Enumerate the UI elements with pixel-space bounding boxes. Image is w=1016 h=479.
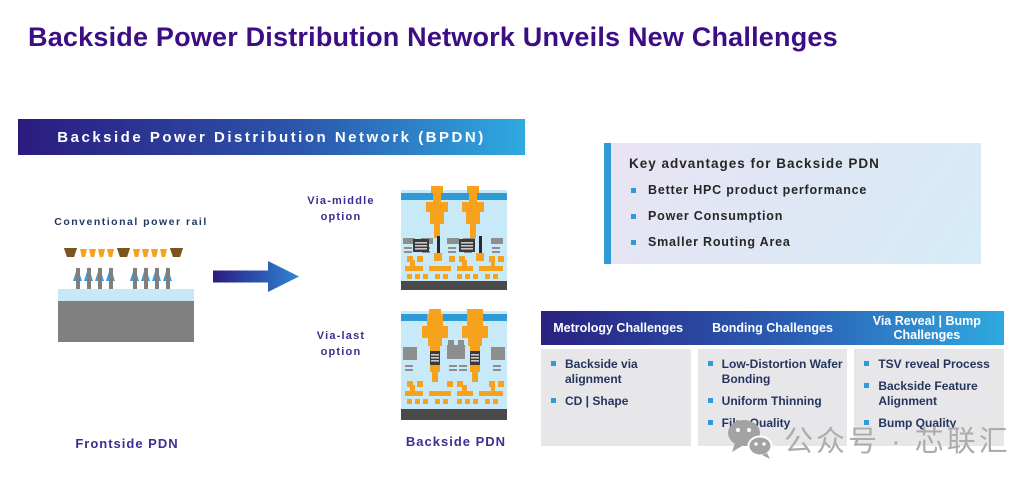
power-rail-icon: [63, 248, 78, 257]
table-item: Backside via alignment: [549, 357, 687, 387]
key-advantages-box: Key advantages for Backside PDN Better H…: [604, 143, 981, 264]
table-item: Uniform Thinning: [706, 394, 844, 409]
transistor-fin-icon: [84, 267, 93, 301]
transistor-fin-icon: [95, 267, 104, 301]
power-rail-icon: [116, 248, 131, 257]
wechat-icon: [728, 420, 773, 459]
via-last-option-label: Via-last option: [316, 330, 366, 358]
table-item-text: CD | Shape: [565, 394, 629, 408]
column-header-metrology: Metrology Challenges: [553, 320, 684, 335]
bullet-square-icon: [631, 188, 636, 193]
frontside-pdn-label: Frontside PDN: [75, 436, 179, 451]
silicon-substrate: [58, 301, 194, 342]
bpdn-banner: Backside Power Distribution Network (BPD…: [18, 119, 525, 155]
table-item-text: Uniform Thinning: [721, 394, 822, 408]
advantage-text: Power Consumption: [648, 209, 784, 223]
backside-pdn-label: Backside PDN: [405, 434, 507, 449]
table-item-text: Low-Distortion Wafer Bonding: [721, 357, 843, 386]
advantages-heading: Key advantages for Backside PDN: [629, 156, 880, 171]
bullet-square-icon: [551, 398, 556, 403]
advantage-item: Smaller Routing Area: [629, 235, 971, 249]
via-middle-option-label: Via-middle option: [307, 195, 375, 223]
signal-rail-icon: [151, 249, 158, 257]
power-rail-icon: [169, 248, 184, 257]
signal-rail-icon: [107, 249, 114, 257]
advantage-text: Smaller Routing Area: [648, 235, 791, 249]
bullet-square-icon: [864, 420, 870, 425]
bonding-cell: Low-Distortion Wafer Bonding Uniform Thi…: [697, 349, 848, 446]
bullet-square-icon: [864, 383, 870, 388]
via-middle-diagram: [401, 186, 507, 290]
table-item-text: TSV reveal Process: [878, 357, 990, 371]
signal-rail-icon: [80, 249, 87, 257]
bullet-square-icon: [707, 361, 713, 366]
power-rail-row: [63, 248, 184, 257]
bullet-square-icon: [551, 361, 556, 366]
column-header-bonding: Bonding Challenges: [712, 320, 833, 335]
watermark: 公众号 · 芯联汇: [726, 418, 1011, 460]
oxide-layer: [58, 289, 194, 301]
table-item-text: Backside Feature Alignment: [878, 379, 978, 408]
bullet-square-icon: [864, 361, 870, 366]
bullet-square-icon: [707, 420, 713, 425]
signal-rail-icon: [133, 249, 140, 257]
transistor-fin-icon: [152, 267, 161, 301]
transistor-fin-icon: [163, 267, 172, 301]
advantage-item: Power Consumption: [629, 209, 971, 223]
table-item: TSV reveal Process: [862, 357, 1000, 372]
challenges-table: Metrology Challenges Bonding Challenges …: [541, 311, 1005, 446]
advantage-item: Better HPC product performance: [629, 183, 971, 197]
table-item-text: Bump Quality: [878, 416, 957, 430]
table-item: CD | Shape: [549, 394, 687, 409]
table-item: Low-Distortion Wafer Bonding: [706, 357, 844, 387]
bullet-square-icon: [707, 398, 713, 403]
table-item: Backside Feature Alignment: [862, 379, 1000, 409]
signal-rail-icon: [142, 249, 149, 257]
signal-rail-icon: [98, 249, 105, 257]
page-title: Backside Power Distribution Network Unve…: [28, 22, 838, 52]
signal-rail-icon: [160, 249, 167, 257]
conventional-power-rail-label: Conventional power rail: [54, 216, 208, 228]
via-reveal-cell: TSV reveal Process Backside Feature Alig…: [854, 349, 1005, 446]
bpdn-banner-label: Backside Power Distribution Network (BPD…: [57, 128, 486, 146]
transistor-fin-icon: [106, 267, 115, 301]
frontside-pdn-diagram: [58, 248, 194, 343]
challenges-table-header: Metrology Challenges Bonding Challenges …: [541, 311, 1004, 345]
via-last-diagram: [401, 309, 507, 420]
transition-arrow-icon: [213, 261, 299, 292]
column-header-via-reveal: Via Reveal | Bump Challenges: [872, 313, 981, 342]
challenges-table-body: Backside via alignment CD | Shape Low-Di…: [541, 349, 1005, 446]
bullet-square-icon: [631, 214, 636, 219]
bullet-square-icon: [631, 240, 636, 245]
transistor-fin-icon: [130, 267, 139, 301]
metrology-cell: Backside via alignment CD | Shape: [541, 349, 691, 446]
transistor-fin-icon: [141, 267, 150, 301]
table-item: Bump Quality: [862, 416, 1000, 431]
advantage-text: Better HPC product performance: [648, 183, 868, 197]
transistor-fin-icon: [73, 267, 82, 301]
watermark-text: 公众号 · 芯联汇: [784, 426, 1011, 458]
signal-rail-icon: [89, 249, 96, 257]
table-item-text: Backside via alignment: [565, 357, 638, 386]
